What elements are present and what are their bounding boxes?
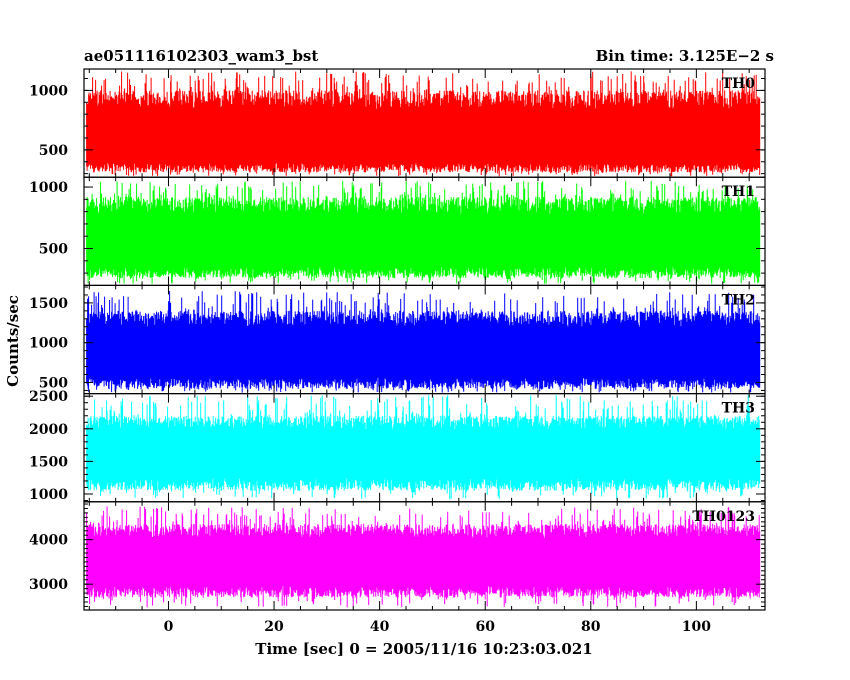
series-trace-th1 [86, 180, 761, 284]
y-tick-label: 500 [39, 242, 68, 258]
y-tick-label: 1000 [29, 83, 68, 99]
x-tick-label: 60 [475, 619, 495, 635]
y-axis-label: Counts/sec [4, 295, 22, 387]
y-tick-label: 3000 [29, 577, 68, 593]
x-tick-label: 40 [370, 619, 390, 635]
panel-label-th0: TH0 [722, 76, 756, 92]
panel-label-th1: TH1 [722, 184, 755, 200]
panel-th3: 1000 1500 2000 2500 TH3 [29, 389, 766, 503]
series-trace-th0 [86, 71, 761, 177]
x-tick-label: 20 [264, 619, 284, 635]
chart-title-left: ae051116102303_wam3_bst [84, 47, 318, 65]
x-tick-label: 100 [682, 619, 711, 635]
y-tick-label: 1000 [29, 336, 68, 352]
series-trace-th3 [86, 394, 761, 500]
y-tick-label: 4000 [29, 533, 68, 549]
y-tick-label: 500 [39, 375, 68, 391]
panel-th1: 500 1000 TH1 [29, 176, 766, 286]
panel-th0123: 3000 4000 TH0123 [29, 501, 766, 611]
y-tick-label: 2000 [29, 422, 68, 438]
x-axis: 0 20 40 60 80 100 [164, 619, 712, 635]
x-tick-label: 80 [581, 619, 601, 635]
chart-title-right: Bin time: 3.125E−2 s [596, 47, 774, 65]
y-tick-label: 1000 [29, 180, 68, 196]
y-tick-label: 500 [39, 143, 68, 159]
series-trace-th0123 [86, 506, 761, 608]
y-tick-label: 1500 [29, 454, 68, 470]
panel-label-th3: TH3 [722, 401, 755, 417]
x-tick-label: 0 [164, 619, 174, 635]
y-tick-label: 2500 [29, 389, 68, 405]
panel-label-th2: TH2 [722, 292, 755, 308]
panel-label-th0123: TH0123 [692, 509, 755, 525]
x-axis-label: Time [sec] 0 = 2005/11/16 10:23:03.021 [255, 640, 592, 658]
panels-group: 500 1000 TH0 500 1000 TH1 500 1000 1500 TH2 1000 15… [29, 68, 766, 611]
y-tick-label: 1500 [29, 296, 68, 312]
y-tick-label: 1000 [29, 487, 68, 503]
panel-th0: 500 1000 TH0 [29, 68, 766, 178]
series-trace-th2 [86, 291, 761, 393]
panel-frame [83, 501, 766, 611]
panel-th2: 500 1000 1500 TH2 [29, 284, 766, 395]
